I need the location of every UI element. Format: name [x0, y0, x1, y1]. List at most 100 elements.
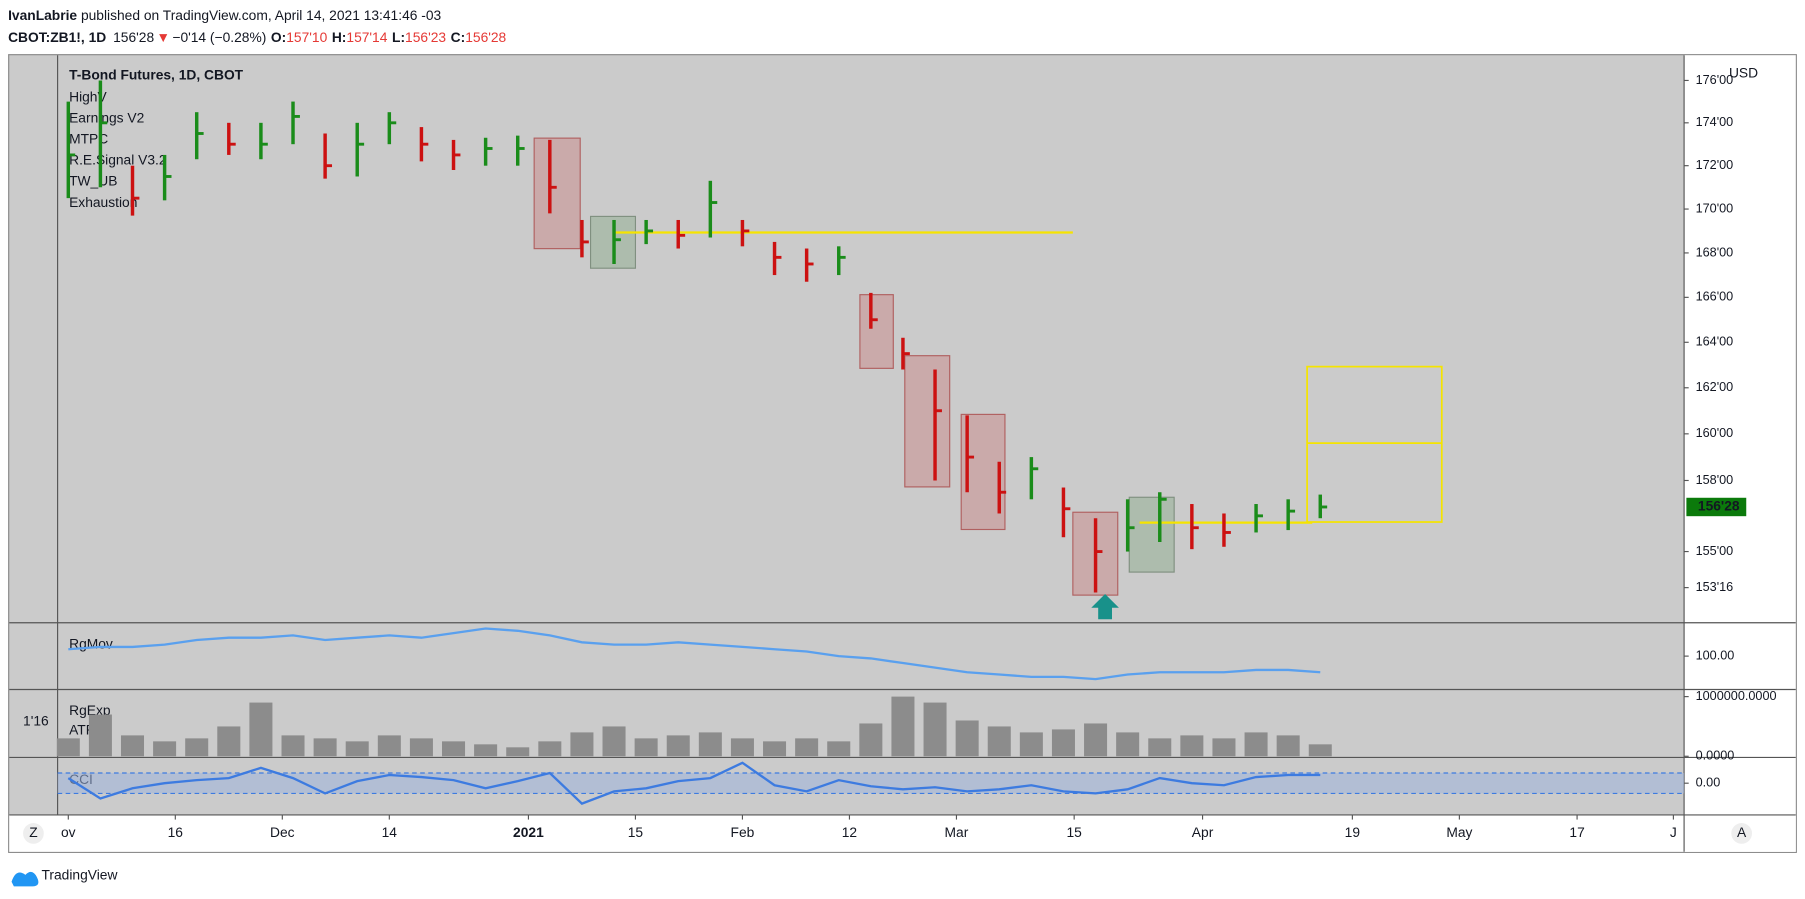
volume-bar — [602, 726, 626, 757]
y-tick-label: 172'00 — [1696, 158, 1734, 172]
y-tick-label: 158'00 — [1696, 473, 1734, 487]
y-tick-label: 174'00 — [1696, 115, 1734, 129]
x-tick-label: ov — [61, 824, 76, 840]
price-badge — [1686, 497, 1747, 517]
symbol: CBOT:ZB1!, 1D — [8, 29, 106, 45]
volume-bar — [570, 732, 594, 757]
arrow: ▼ — [156, 29, 170, 45]
indicator-name: TW_UB — [69, 173, 117, 189]
logo — [11, 871, 39, 887]
volume-bar — [634, 738, 658, 757]
x-tick-label: Dec — [270, 824, 295, 840]
pane-title: RgExp — [69, 702, 111, 718]
volume-bar — [1180, 735, 1204, 757]
indicator-name: Exhaustion — [69, 194, 137, 210]
c-key: C: — [451, 29, 466, 45]
volume-bar — [730, 738, 754, 757]
cci-band — [57, 772, 1685, 794]
volume-bar — [1051, 729, 1075, 757]
pane-borders — [9, 55, 1796, 852]
x-tick-label: 14 — [382, 824, 398, 840]
volume-bar — [88, 714, 112, 757]
volume-bar — [377, 735, 401, 757]
volume-bar — [185, 738, 209, 757]
o: 157'10 — [286, 29, 327, 45]
volume-bar — [153, 741, 177, 757]
volume-bar — [1212, 738, 1236, 757]
change: −0'14 (−0.28%) — [172, 29, 266, 45]
indicator-name: HighV — [69, 88, 107, 104]
pane-title: T-Bond Futures, 1D, CBOT — [69, 67, 244, 83]
x-tick-label: 17 — [1569, 824, 1584, 840]
y-tick-label: 162'00 — [1696, 380, 1734, 394]
time-axis-bg — [9, 814, 1796, 852]
x-tick-label: Feb — [731, 824, 755, 840]
auto-button[interactable]: A — [1737, 824, 1747, 840]
currency: USD — [1729, 64, 1758, 80]
volume-bar — [923, 702, 947, 757]
y-tick-label: 0.0000 — [1696, 749, 1735, 763]
volume-bar — [1276, 735, 1300, 757]
last: 156'28 — [113, 29, 154, 45]
left-axis-label: 1'16 — [23, 712, 49, 728]
l-key: L: — [392, 29, 405, 45]
volume-bar — [506, 747, 530, 757]
indicator-name: MTPC — [69, 131, 108, 147]
volume-bar — [1116, 732, 1140, 757]
x-tick-label: Apr — [1192, 824, 1214, 840]
x-tick-label: 2021 — [513, 824, 544, 840]
y-tick-label: 0.00 — [1696, 776, 1721, 790]
y-tick-label: 100.00 — [1696, 648, 1735, 662]
author[interactable]: IvanLabrie — [8, 7, 77, 23]
x-tick-label: May — [1446, 824, 1472, 840]
l: 156'23 — [405, 29, 446, 45]
volume-bar — [1244, 732, 1268, 757]
indicator-line — [68, 627, 1321, 681]
y-tick-label: 164'00 — [1696, 335, 1734, 349]
volume-bar — [474, 744, 498, 757]
c: 156'28 — [465, 29, 506, 45]
volume-bar — [891, 696, 915, 757]
indicator-line — [67, 761, 1321, 805]
indicator-name: R.E.Signal V3.2 — [69, 152, 166, 168]
volume-bar — [1084, 723, 1108, 757]
plot: 176'00 174'00 172'00 170'00 168'00 166'00 164'… — [23, 64, 1776, 840]
volume-bar — [827, 741, 851, 757]
volume-bar — [666, 735, 690, 757]
y-tick-label: 153'16 — [1696, 580, 1734, 594]
button[interactable] — [1731, 823, 1753, 844]
zoom-button[interactable]: Z — [29, 824, 37, 840]
volume-bar — [1148, 738, 1172, 757]
button[interactable] — [23, 823, 44, 844]
price-axis-bg — [1684, 55, 1796, 852]
y-tick-label: 155'00 — [1696, 544, 1734, 558]
volume-bar — [763, 741, 787, 757]
x-tick-label: Mar — [945, 824, 969, 840]
x-tick-label: J — [1670, 824, 1677, 840]
x-tick-label: 16 — [168, 824, 184, 840]
x-tick-label: 12 — [842, 824, 857, 840]
indicator-name: Earnings V2 — [69, 110, 144, 126]
volume-bar — [442, 741, 466, 757]
published: published on TradingView.com, April 14, … — [77, 7, 441, 23]
y-tick-label: 166'00 — [1696, 290, 1734, 304]
volume-bar — [120, 735, 145, 757]
y-tick-label: 160'00 — [1696, 426, 1734, 440]
y-tick-label: 176'00 — [1696, 73, 1734, 87]
volume-bar — [409, 738, 433, 757]
brand[interactable]: TradingView — [41, 867, 117, 883]
drawings — [533, 137, 1443, 620]
y-tick-label: 170'00 — [1696, 201, 1734, 215]
volume-bar — [538, 741, 562, 757]
y-tick-label: 168'00 — [1696, 245, 1734, 259]
volume-bar — [1019, 732, 1043, 757]
volume-bar — [281, 735, 305, 757]
x-tick-label: 15 — [1066, 824, 1082, 840]
volume-bar — [1308, 744, 1332, 757]
h: 157'14 — [346, 29, 387, 45]
y-tick-label: 1000000.0000 — [1696, 689, 1777, 703]
header-line: IvanLabrie published on TradingView.com,… — [8, 7, 441, 23]
volume-bar — [698, 732, 722, 757]
